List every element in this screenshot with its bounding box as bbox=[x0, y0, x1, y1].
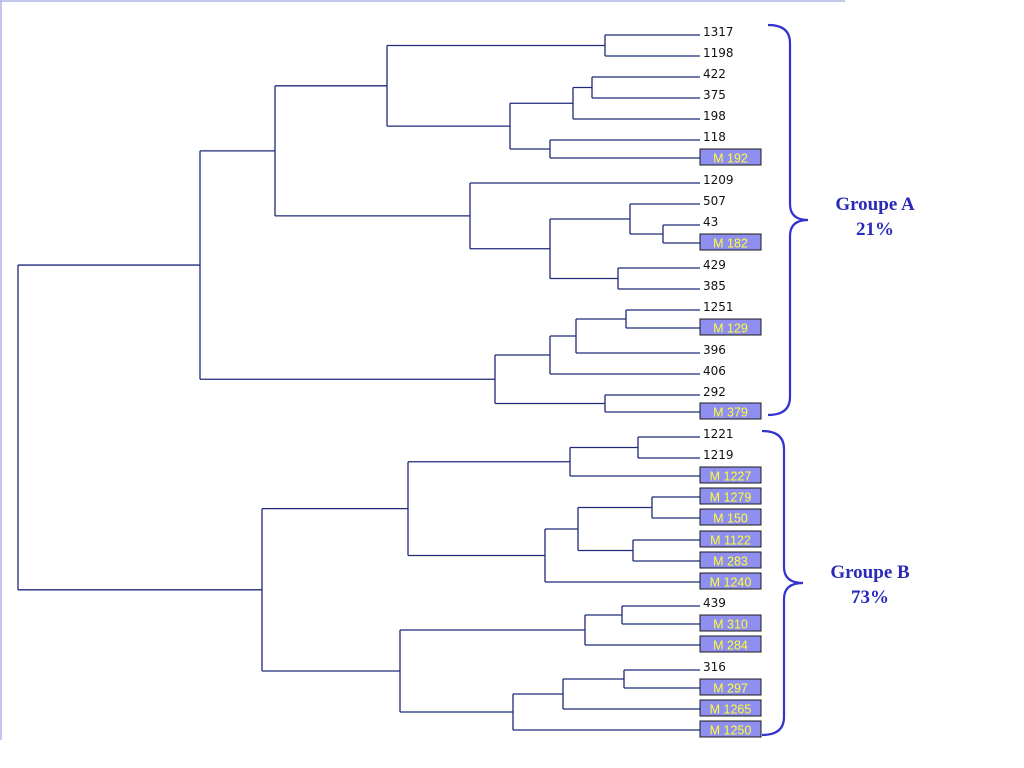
highlighted-leaf-label: M 379 bbox=[713, 406, 748, 420]
leaf-label: 439 bbox=[703, 596, 726, 610]
highlighted-leaf-box bbox=[699, 466, 762, 484]
leaf-label: 406 bbox=[703, 364, 726, 378]
leaf-label: 1251 bbox=[703, 300, 734, 314]
leaf-label: 43 bbox=[703, 215, 718, 229]
leaf-label: 507 bbox=[703, 194, 726, 208]
highlighted-leaf-box bbox=[699, 635, 762, 653]
highlighted-leaf-label: M 297 bbox=[713, 682, 748, 696]
highlighted-leaf-label: M 1250 bbox=[710, 724, 752, 738]
highlighted-leaf-label: M 1227 bbox=[710, 470, 752, 484]
leaf-label: 292 bbox=[703, 385, 726, 399]
highlighted-leaf-box bbox=[699, 720, 762, 738]
group-b-brace bbox=[761, 429, 804, 737]
leaf-label: 1221 bbox=[703, 427, 734, 441]
group-a-name: Groupe A bbox=[835, 194, 915, 215]
highlighted-leaf-label: M 182 bbox=[713, 237, 748, 251]
highlighted-leaf-label: M 283 bbox=[713, 555, 748, 569]
highlighted-leaf-label: M 284 bbox=[713, 639, 748, 653]
highlighted-leaf-label: M 1265 bbox=[710, 703, 752, 717]
group-b-percent: 73% bbox=[851, 587, 889, 608]
highlighted-leaf-box bbox=[699, 233, 762, 251]
highlighted-leaf-box bbox=[699, 148, 762, 166]
highlighted-leaf-box bbox=[699, 699, 762, 717]
highlighted-leaf-box bbox=[699, 614, 762, 632]
leaf-label: 396 bbox=[703, 343, 726, 357]
highlighted-leaf-label: M 129 bbox=[713, 322, 748, 336]
leaf-label: 385 bbox=[703, 279, 726, 293]
group-b-name: Groupe B bbox=[830, 562, 910, 583]
highlighted-leaf-box bbox=[699, 508, 762, 526]
leaf-label: 429 bbox=[703, 258, 726, 272]
highlighted-leaf-label: M 310 bbox=[713, 618, 748, 632]
highlighted-leaf-box bbox=[699, 551, 762, 569]
highlighted-leaf-box bbox=[699, 572, 762, 590]
group-a-label: Groupe A 21% bbox=[815, 192, 935, 242]
leaf-label: 198 bbox=[703, 109, 726, 123]
leaf-label: 422 bbox=[703, 67, 726, 81]
highlighted-leaf-box bbox=[699, 318, 762, 336]
highlighted-leaf-label: M 192 bbox=[713, 152, 748, 166]
leaf-label: 1198 bbox=[703, 46, 734, 60]
leaf-label: 1209 bbox=[703, 173, 734, 187]
highlighted-leaf-box bbox=[699, 530, 762, 548]
leaf-label: 1219 bbox=[703, 448, 734, 462]
leaf-label: 375 bbox=[703, 88, 726, 102]
highlighted-leaf-label: M 150 bbox=[713, 512, 748, 526]
group-a-percent: 21% bbox=[856, 219, 894, 240]
highlighted-leaf-label: M 1240 bbox=[710, 576, 752, 590]
highlighted-leaf-label: M 1122 bbox=[710, 534, 751, 548]
leaf-label: 1317 bbox=[703, 25, 734, 39]
highlighted-leaf-box bbox=[699, 678, 762, 696]
leaf-label: 118 bbox=[703, 130, 726, 144]
leaf-label: 316 bbox=[703, 660, 726, 674]
highlighted-leaf-box bbox=[699, 487, 762, 505]
highlighted-leaf-box bbox=[699, 402, 762, 420]
group-b-label: Groupe B 73% bbox=[810, 560, 930, 610]
group-a-brace bbox=[767, 23, 809, 417]
highlighted-leaf-label: M 1279 bbox=[710, 491, 752, 505]
